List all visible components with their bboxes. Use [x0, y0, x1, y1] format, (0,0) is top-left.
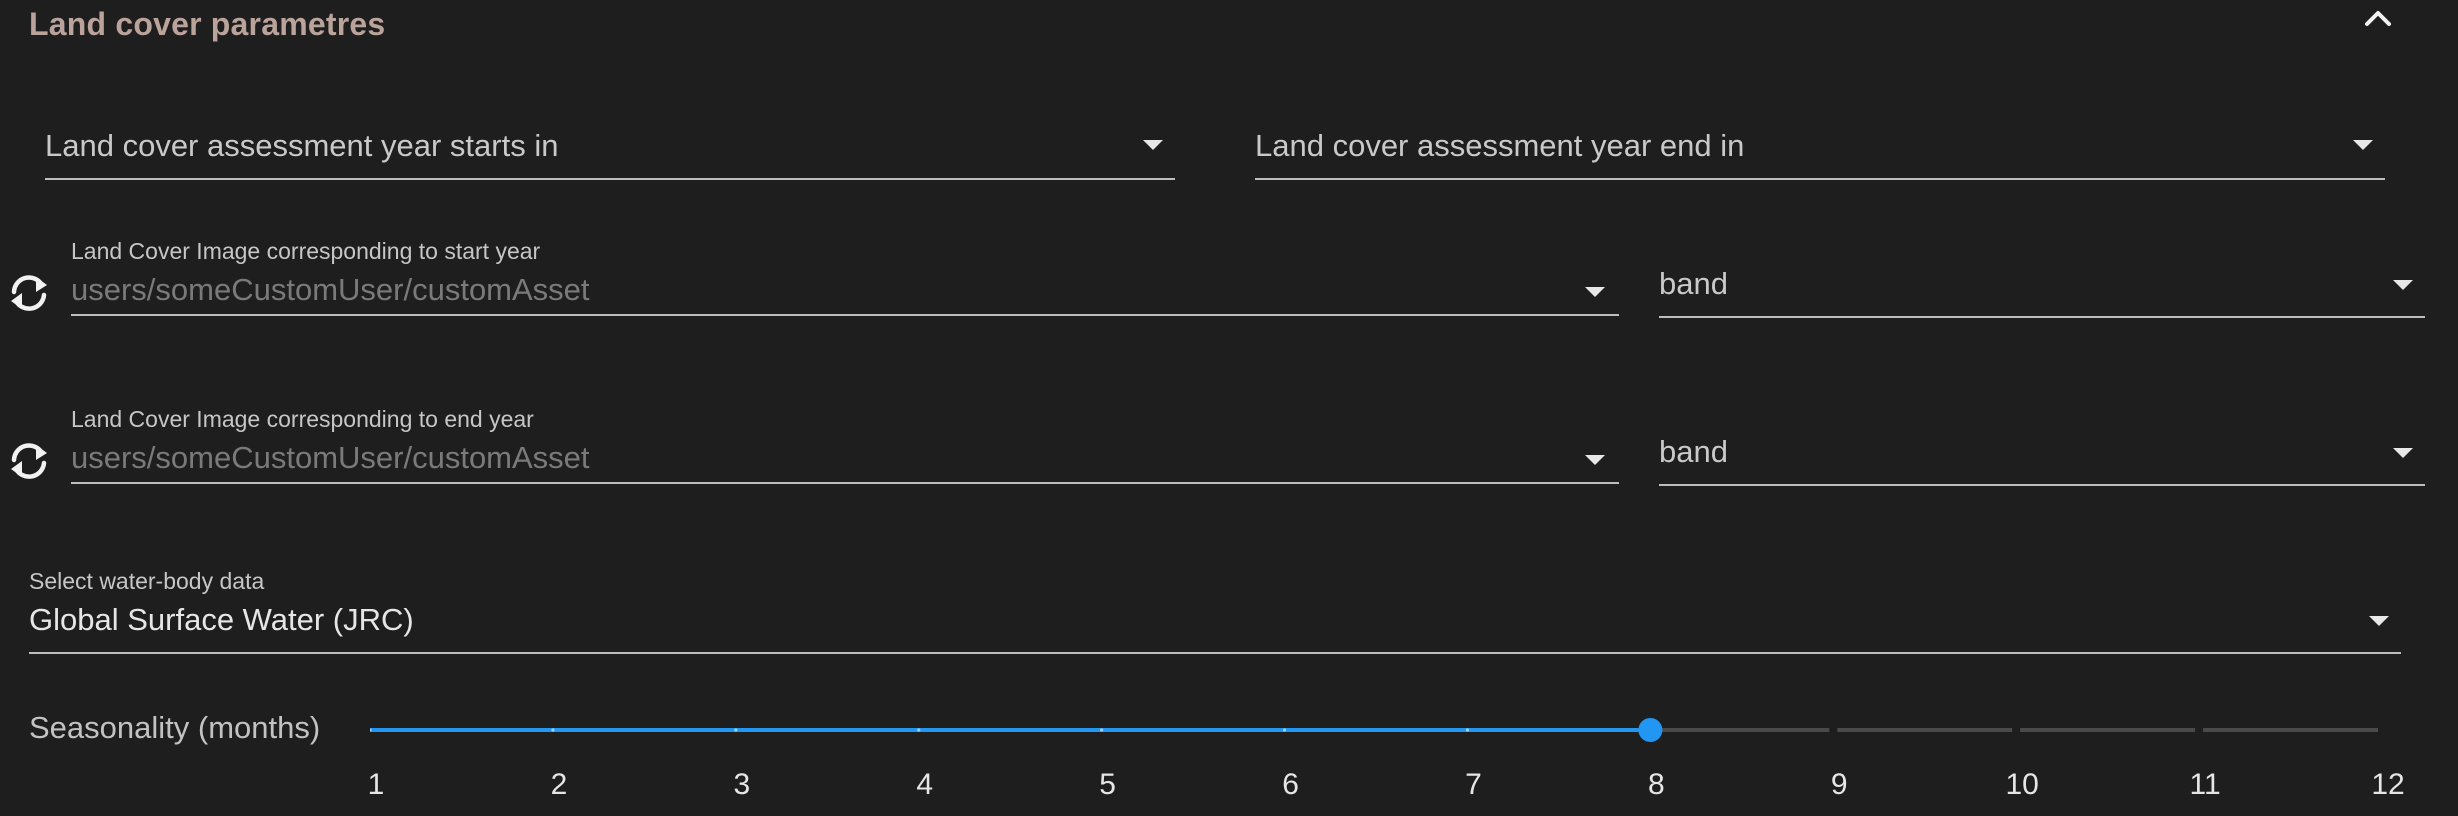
start-band-select[interactable]: band	[1659, 250, 2425, 318]
chevron-up-icon	[2365, 11, 2391, 26]
end-image-select[interactable]: Land Cover Image corresponding to end ye…	[71, 400, 1619, 484]
end-image-value: users/someCustomUser/customAsset	[71, 440, 590, 475]
end-band-value: band	[1659, 434, 1728, 469]
caret-down-icon	[1585, 455, 1605, 465]
caret-down-icon	[1143, 140, 1163, 150]
slider-tick-label: 1	[367, 768, 385, 801]
start-year-select[interactable]: Land cover assessment year starts in	[45, 110, 1175, 180]
slider-tick-mark	[917, 728, 921, 732]
start-image-select[interactable]: Land Cover Image corresponding to start …	[71, 232, 1619, 316]
slider-tick-mark	[734, 728, 738, 732]
start-year-label: Land cover assessment year starts in	[45, 128, 559, 163]
caret-down-icon	[2369, 616, 2389, 626]
refresh-end-image-button[interactable]	[6, 438, 52, 484]
end-band-select[interactable]: band	[1659, 418, 2425, 486]
slider-tick-mark	[1282, 728, 1287, 732]
slider-thumb[interactable]	[1638, 718, 1663, 742]
caret-down-icon	[2393, 280, 2413, 290]
refresh-icon	[11, 275, 47, 311]
slider-tick-label: 5	[1099, 768, 1116, 801]
end-year-select[interactable]: Land cover assessment year end in	[1255, 110, 2385, 180]
slider-tick-label: 2	[550, 768, 568, 801]
slider-tick-label: 11	[2189, 768, 2221, 801]
refresh-start-image-button[interactable]	[6, 270, 52, 316]
water-body-label: Select water-body data	[29, 568, 265, 594]
caret-down-icon	[2393, 448, 2413, 458]
slider-tick-mark	[1100, 728, 1104, 732]
slider-tick-label: 3	[733, 768, 751, 801]
seasonality-label: Seasonality (months)	[29, 710, 321, 745]
refresh-icon	[11, 443, 47, 479]
slider-tick-mark	[1465, 728, 1470, 732]
start-image-label: Land Cover Image corresponding to start …	[71, 238, 541, 264]
seasonality-slider[interactable]	[370, 700, 2385, 760]
panel-title: Land cover parametres	[29, 6, 386, 42]
caret-down-icon	[1585, 287, 1605, 297]
end-image-label: Land Cover Image corresponding to end ye…	[71, 406, 534, 432]
collapse-button[interactable]	[2358, 0, 2398, 36]
water-body-select[interactable]: Select water-body data Global Surface Wa…	[29, 566, 2401, 654]
slider-tick-label: 7	[1465, 768, 1482, 801]
slider-tick-mark	[551, 728, 555, 732]
caret-down-icon	[2353, 140, 2373, 150]
slider-tick-mark	[370, 728, 372, 732]
start-band-value: band	[1659, 266, 1728, 301]
slider-tick-label: 6	[1282, 768, 1299, 801]
slider-tick-label: 9	[1830, 768, 1848, 801]
slider-tick-label: 10	[2005, 768, 2039, 801]
slider-tick-label: 8	[1648, 768, 1665, 801]
start-image-value: users/someCustomUser/customAsset	[71, 272, 590, 307]
slider-tick-label: 4	[916, 768, 934, 801]
slider-tick-label: 12	[2371, 768, 2405, 801]
water-body-value: Global Surface Water (JRC)	[29, 602, 414, 637]
end-year-label: Land cover assessment year end in	[1255, 128, 1745, 163]
